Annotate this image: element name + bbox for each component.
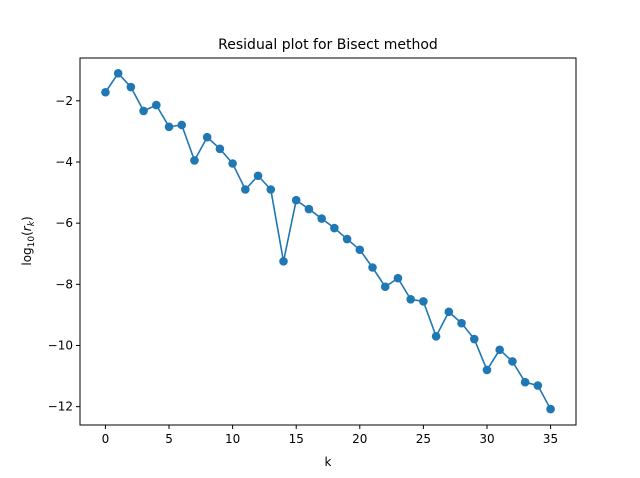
y-tick-label: −4 [55,155,73,169]
y-label-close: ) [20,216,34,221]
data-point [152,100,161,110]
data-point [330,223,339,233]
data-point [215,144,225,154]
data-point [342,234,352,244]
x-tick-label: 15 [289,432,304,446]
data-point [393,273,403,283]
data-point [482,365,492,375]
data-point [444,307,454,317]
y-label-open: ( [20,231,34,236]
data-point [368,263,377,272]
x-tick-label: 30 [479,432,494,446]
x-axis: 0 5 10 15 20 25 30 35 [102,425,558,446]
x-tick-label: 20 [352,432,367,446]
y-tick-label: −12 [48,400,73,414]
data-point [419,297,428,306]
data-point [406,295,415,304]
data-point [520,377,530,387]
y-tick-label: −6 [55,216,73,230]
data-point [190,156,199,165]
y-tick-label: −2 [55,94,73,108]
y-axis: −2 −4 −6 −8 −10 −12 [48,94,80,414]
y-tick-label: −8 [55,277,73,291]
data-point [202,132,212,142]
series-points [101,68,555,414]
x-tick-label: 25 [416,432,431,446]
x-axis-label: k [325,455,332,469]
data-point [266,185,276,194]
data-point [355,245,365,255]
data-point [317,214,326,223]
data-point [139,106,148,116]
y-label-base: 10 [27,236,37,248]
chart-title: Residual plot for Bisect method [218,37,438,53]
plot-area-frame [79,57,577,426]
x-tick-label: 5 [165,432,173,446]
data-point [126,82,136,92]
data-point [457,318,466,328]
x-tick-label: 10 [225,432,240,446]
data-point [177,120,187,130]
data-point [546,404,555,414]
data-point [228,159,237,168]
data-point [431,332,441,341]
y-label-sub: k [27,220,37,226]
x-tick-label: 0 [102,432,110,446]
y-label-prefix: log [20,247,34,265]
y-tick-label: −10 [48,338,73,352]
data-point [291,195,301,205]
data-point [495,345,504,355]
y-axis-label: log10(rk) [20,216,37,265]
y-label-var: r [20,225,34,231]
data-point [304,204,314,214]
data-point [380,282,390,292]
data-point [241,185,250,194]
series-line [104,72,552,410]
data-point [113,68,123,78]
data-point [253,171,263,181]
data-point [164,122,174,132]
x-tick-label: 35 [543,432,558,446]
data-point [101,87,110,97]
data-point [533,381,543,390]
data-point [279,257,288,266]
data-point [469,334,479,344]
data-point [508,357,517,366]
